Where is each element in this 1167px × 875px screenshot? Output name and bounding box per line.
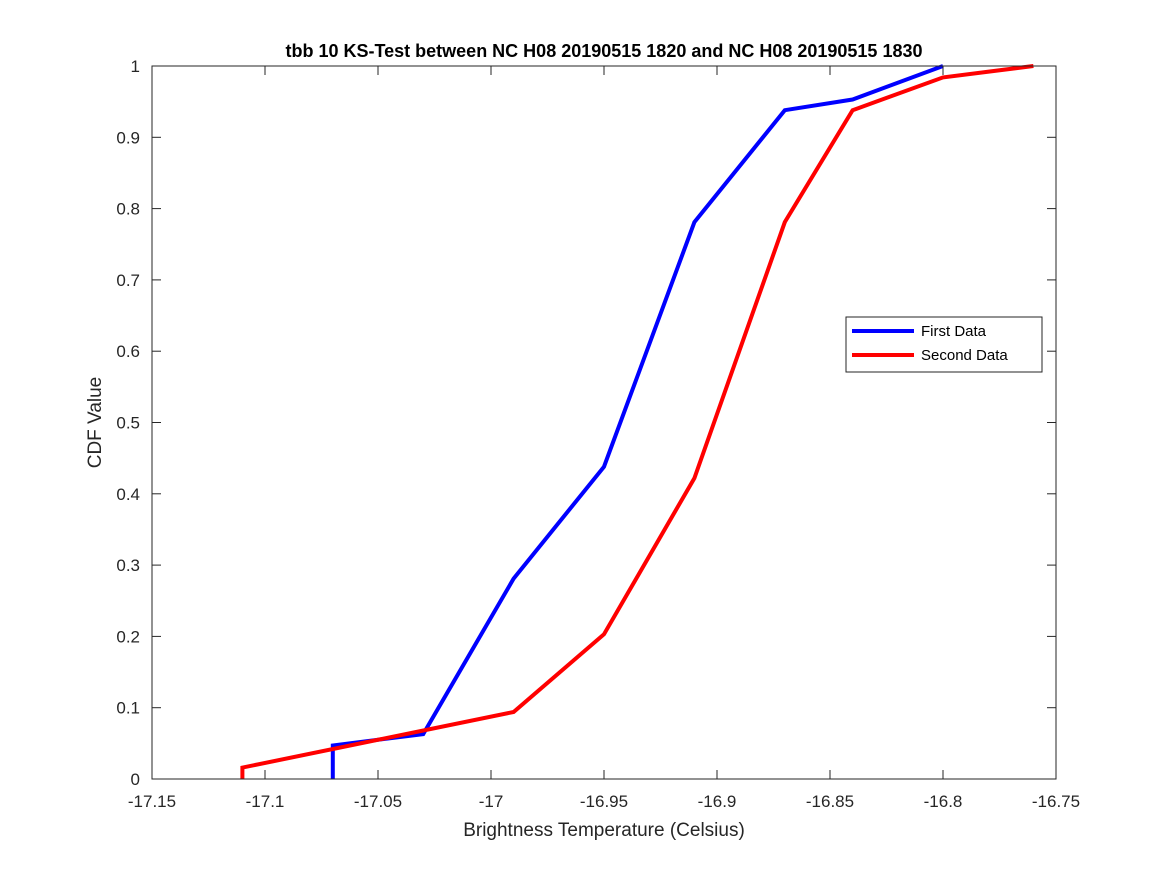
y-tick-label: 0.8 [116,200,140,219]
series-line-second-data [240,64,1034,779]
x-tick-label: -16.85 [806,792,854,811]
legend-box [845,316,1043,373]
x-axis-label: Brightness Temperature (Celsius) [463,820,745,841]
legend-label-first-data: First Data [921,323,987,340]
y-axis-label: CDF Value [85,377,106,469]
series-lines [240,64,1034,779]
y-tick-label: 0.4 [116,485,140,504]
x-tick-label: -16.8 [924,792,963,811]
y-tick-label: 0.2 [116,627,140,646]
y-tick-label: 0 [131,770,140,789]
x-tick-label: -17.15 [128,792,176,811]
x-tick-label: -17 [479,792,504,811]
legend-label-second-data: Second Data [921,347,1008,364]
y-tick-label: 1 [131,57,140,76]
x-tick-label: -17.1 [246,792,285,811]
y-tick-label: 0.7 [116,271,140,290]
axis-ticks: -17.15 -17.1 -17.05 -17 -16.95 -16.9 -16.85 -16… [116,57,1080,811]
plot-area [152,66,1056,779]
x-tick-label: -16.75 [1032,792,1080,811]
legend: First Data Second Data [845,316,1043,373]
x-tick-label: -16.95 [580,792,628,811]
y-tick-label: 0.1 [116,699,140,718]
x-tick-label: -17.05 [354,792,402,811]
y-tick-label: 0.6 [116,342,140,361]
y-tick-label: 0.9 [116,128,140,147]
x-tick-label: -16.9 [698,792,737,811]
chart-title: tbb 10 KS-Test between NC H08 20190515 1… [285,41,922,61]
y-tick-label: 0.3 [116,556,140,575]
plot-background [152,66,1056,779]
y-tick-label: 0.5 [116,414,140,433]
